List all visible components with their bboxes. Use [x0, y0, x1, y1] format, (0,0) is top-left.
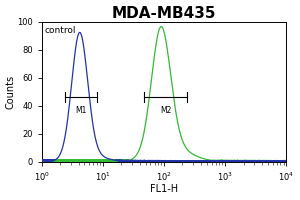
X-axis label: FL1-H: FL1-H — [150, 184, 178, 194]
Y-axis label: Counts: Counts — [6, 75, 16, 109]
Text: M2: M2 — [160, 106, 172, 115]
Text: M1: M1 — [75, 106, 87, 115]
Title: MDA-MB435: MDA-MB435 — [112, 6, 216, 21]
Text: control: control — [44, 26, 76, 35]
